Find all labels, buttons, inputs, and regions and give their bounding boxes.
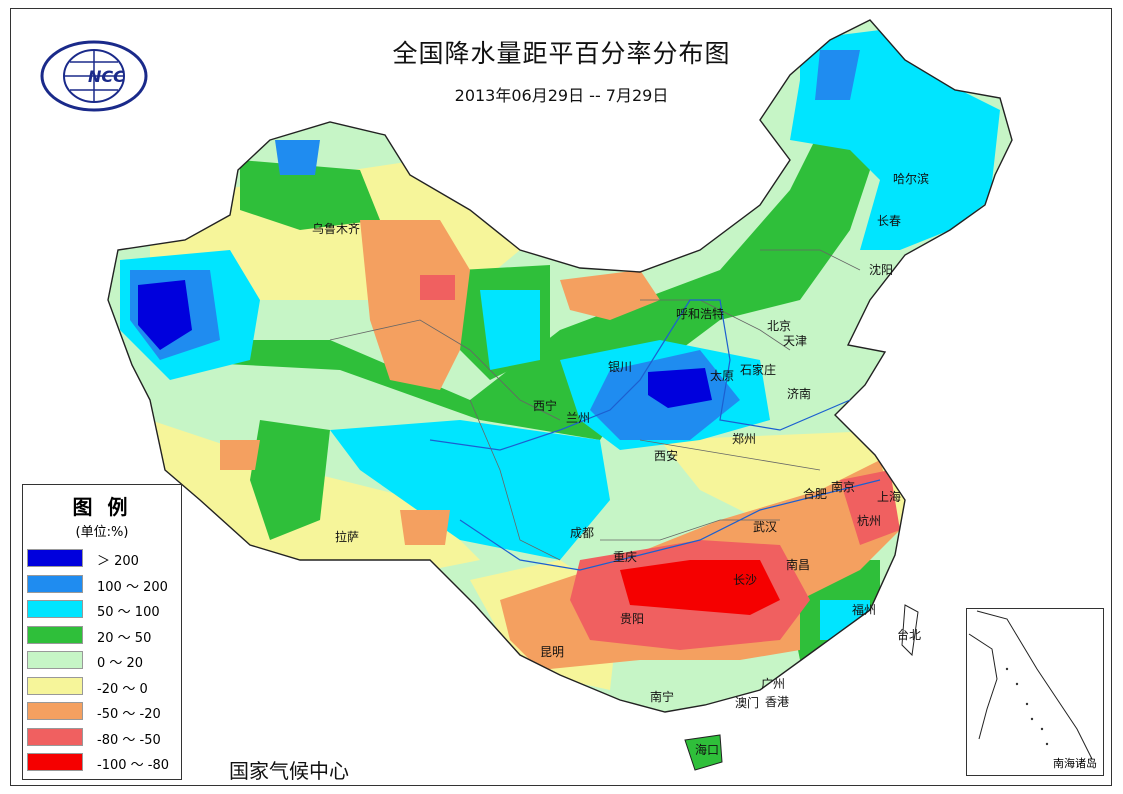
organization-label: 国家气候中心 <box>229 759 349 783</box>
legend-label: 20 ～ 50 <box>97 630 152 646</box>
city-label: 北京 <box>767 319 792 333</box>
city-label: 沈阳 <box>869 263 894 277</box>
logo-text: NCC <box>88 67 125 86</box>
city-label: 海口 <box>695 743 720 757</box>
city-label: 兰州 <box>566 411 591 425</box>
city-label: 台北 <box>897 628 922 642</box>
legend-item: 50 ～ 100 <box>27 600 179 620</box>
city-label: 西宁 <box>533 399 558 413</box>
legend-item: -20 ～ 0 <box>27 676 179 697</box>
city-label: 太原 <box>710 369 735 383</box>
city-label: 广州 <box>761 677 786 691</box>
city-label: 福州 <box>852 603 877 617</box>
city-label: 澳门 <box>735 696 760 710</box>
map-title: 全国降水量距平百分率分布图 <box>392 39 731 68</box>
city-label: 长春 <box>877 214 902 228</box>
legend-swatch <box>27 727 83 746</box>
legend-swatch <box>27 676 83 695</box>
legend-label: 50 ～ 100 <box>97 605 160 620</box>
legend-item: ＞ 200 <box>27 549 179 569</box>
legend-item: -50 ～ -20 <box>27 702 179 722</box>
legend-unit: (单位:%) <box>75 525 129 540</box>
city-label: 济南 <box>787 387 812 401</box>
legend-item: 0 ～ 20 <box>27 651 179 671</box>
city-label: 武汉 <box>753 520 778 534</box>
legend-label: -80 ～ -50 <box>97 732 161 748</box>
city-label: 哈尔滨 <box>893 172 930 186</box>
legend-swatch <box>27 600 83 618</box>
legend-label: -50 ～ -20 <box>97 707 161 722</box>
legend-swatch <box>27 625 83 644</box>
city-label: 郑州 <box>732 432 757 446</box>
city-label: 上海 <box>877 490 902 504</box>
south-china-sea-inset: 南海诸岛 <box>966 608 1104 776</box>
legend-item: 20 ～ 50 <box>27 625 179 646</box>
city-label: 成都 <box>570 526 595 540</box>
city-label: 南宁 <box>650 690 675 704</box>
legend: 图 例 (单位:%) ＞ 200 100 ～ 200 50 ～ 100 20 ～ 50… <box>22 484 182 780</box>
legend-swatch <box>27 549 83 567</box>
legend-label: ＞ 200 <box>97 554 139 569</box>
legend-swatch <box>27 702 83 720</box>
map-frame <box>10 8 1112 786</box>
ncc-logo: NCC <box>40 40 148 112</box>
city-label: 西安 <box>654 449 679 463</box>
city-label: 石家庄 <box>740 363 777 377</box>
city-label: 银川 <box>608 360 633 374</box>
city-label: 贵阳 <box>620 612 645 626</box>
city-label: 昆明 <box>540 645 565 659</box>
legend-swatch <box>27 574 83 593</box>
legend-item: 100 ～ 200 <box>27 574 179 595</box>
city-label: 南京 <box>831 480 856 494</box>
legend-item: -100 ～ -80 <box>27 753 179 773</box>
city-label: 拉萨 <box>335 530 360 544</box>
legend-label: 0 ～ 20 <box>97 656 144 671</box>
legend-label: -20 ～ 0 <box>97 681 148 697</box>
legend-swatch <box>27 753 83 771</box>
inset-map <box>968 610 1093 760</box>
legend-label: 100 ～ 200 <box>97 579 168 595</box>
city-label: 香港 <box>765 695 790 709</box>
city-label: 乌鲁木齐 <box>312 222 361 236</box>
city-label: 天津 <box>783 334 808 348</box>
city-label: 重庆 <box>613 550 638 564</box>
inset-label: 南海诸岛 <box>1053 757 1097 770</box>
legend-label: -100 ～ -80 <box>97 758 170 773</box>
city-label: 杭州 <box>857 514 882 528</box>
city-label: 长沙 <box>733 573 758 587</box>
city-label: 呼和浩特 <box>676 307 725 321</box>
legend-title: 图 例 <box>72 495 132 519</box>
city-label: 南昌 <box>786 558 811 572</box>
city-label: 合肥 <box>803 487 828 501</box>
map-subtitle: 2013年06月29日 -- 7月29日 <box>454 86 669 105</box>
legend-swatch <box>27 651 83 669</box>
legend-item: -80 ～ -50 <box>27 727 179 748</box>
